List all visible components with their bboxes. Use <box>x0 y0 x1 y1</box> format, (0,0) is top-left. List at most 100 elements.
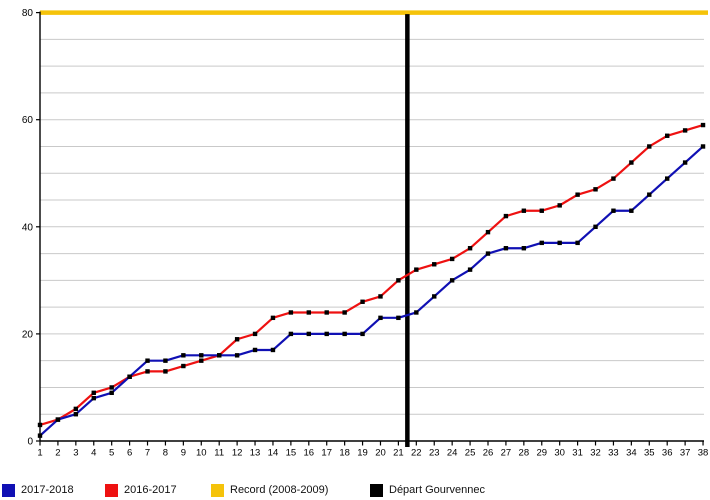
data-point-marker <box>234 337 240 342</box>
data-point-marker <box>55 417 61 422</box>
y-tick-label: 20 <box>22 329 34 340</box>
data-point-marker <box>342 310 347 315</box>
data-point-marker <box>414 310 419 315</box>
legend-swatch-red-icon <box>105 483 118 497</box>
legend-label-2016-2017: 2016-2017 <box>124 484 177 496</box>
legend-item-2017-2018: 2017-2018 <box>2 483 74 497</box>
data-point-marker <box>503 246 509 251</box>
data-point-marker <box>575 192 580 197</box>
data-point-marker <box>270 347 276 353</box>
data-point-marker <box>682 160 688 165</box>
data-point-marker <box>163 358 168 363</box>
x-tick-label: 21 <box>393 448 404 459</box>
data-point-marker <box>396 315 401 321</box>
x-tick-label: 31 <box>572 448 583 459</box>
data-point-marker <box>252 347 258 353</box>
data-point-marker <box>700 122 706 128</box>
data-point-marker <box>91 395 96 401</box>
legend-swatch-blue-icon <box>2 483 15 497</box>
y-tick-label: 80 <box>22 8 34 19</box>
data-point-marker <box>449 278 455 283</box>
x-tick-label: 19 <box>357 448 368 459</box>
data-point-marker <box>700 144 706 149</box>
data-point-marker <box>593 224 598 229</box>
x-tick-label: 29 <box>536 448 547 459</box>
data-point-marker <box>73 406 79 412</box>
y-tick-label: 60 <box>22 115 34 126</box>
x-tick-label: 25 <box>465 448 476 459</box>
data-point-marker <box>324 331 329 337</box>
x-tick-label: 5 <box>109 448 114 459</box>
data-point-marker <box>360 331 365 337</box>
y-tick-label: 0 <box>27 437 33 448</box>
x-tick-label: 6 <box>127 448 132 459</box>
x-tick-label: 38 <box>698 448 709 459</box>
x-tick-label: 12 <box>232 448 243 459</box>
x-tick-label: 11 <box>214 448 224 459</box>
data-point-marker <box>539 208 544 213</box>
x-tick-label: 27 <box>501 448 512 459</box>
data-point-marker <box>378 294 383 299</box>
data-point-marker <box>37 433 43 438</box>
data-point-marker <box>467 267 473 272</box>
data-point-marker <box>145 369 150 374</box>
x-tick-label: 35 <box>644 448 655 459</box>
x-tick-label: 34 <box>626 448 637 459</box>
data-point-marker <box>449 256 455 262</box>
x-tick-label: 1 <box>37 448 42 459</box>
y-tick-label: 40 <box>22 222 34 233</box>
data-point-marker <box>629 208 634 213</box>
x-tick-label: 26 <box>483 448 494 459</box>
data-point-marker <box>665 176 670 181</box>
x-tick-label: 14 <box>268 448 279 459</box>
data-point-marker <box>665 133 670 138</box>
data-point-marker <box>539 240 544 246</box>
data-point-marker <box>396 278 401 283</box>
x-tick-label: 8 <box>163 448 168 459</box>
x-tick-label: 16 <box>304 448 315 459</box>
data-point-marker <box>306 310 311 315</box>
data-point-marker <box>647 144 652 149</box>
x-tick-label: 4 <box>91 448 96 459</box>
data-point-marker <box>163 369 168 374</box>
data-point-marker <box>503 213 509 219</box>
data-point-marker <box>342 331 347 337</box>
data-point-marker <box>37 422 43 428</box>
data-point-marker <box>485 229 491 235</box>
x-tick-label: 20 <box>375 448 386 459</box>
legend-swatch-yellow-icon <box>211 483 224 497</box>
legend-label-2017-2018: 2017-2018 <box>21 484 74 496</box>
series-line-2017-2018 <box>39 145 704 437</box>
x-tick-label: 32 <box>590 448 601 459</box>
data-point-marker <box>432 262 437 267</box>
data-point-marker <box>181 353 186 358</box>
data-point-marker <box>647 192 652 197</box>
legend-label-record: Record (2008-2009) <box>230 484 329 496</box>
data-point-marker <box>252 331 258 337</box>
x-tick-label: 7 <box>145 448 150 459</box>
chart-legend: 2017-2018 2016-2017 Record (2008-2009) D… <box>0 483 710 499</box>
data-point-marker <box>360 299 365 304</box>
data-point-marker <box>217 353 222 358</box>
data-point-marker <box>109 385 114 390</box>
data-point-marker <box>73 412 79 417</box>
data-point-marker <box>557 240 562 246</box>
x-tick-label: 10 <box>196 448 207 459</box>
data-point-marker <box>485 251 491 256</box>
x-tick-label: 13 <box>250 448 261 459</box>
legend-item-record: Record (2008-2009) <box>211 483 328 497</box>
legend-item-depart-gourvennec: Départ Gourvennec <box>370 483 485 497</box>
x-tick-label: 33 <box>608 448 619 459</box>
x-tick-label: 22 <box>411 448 422 459</box>
legend-swatch-black-icon <box>370 483 383 497</box>
x-tick-label: 24 <box>447 448 458 459</box>
data-point-marker <box>521 208 527 213</box>
data-point-marker <box>199 353 204 358</box>
x-tick-label: 37 <box>680 448 691 459</box>
data-point-marker <box>521 246 527 251</box>
data-point-marker <box>557 203 562 208</box>
data-point-marker <box>127 374 132 379</box>
x-tick-label: 15 <box>286 448 297 459</box>
